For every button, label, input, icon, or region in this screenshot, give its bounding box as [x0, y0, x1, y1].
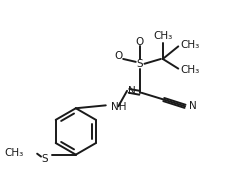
Text: N: N [188, 101, 196, 111]
Text: CH₃: CH₃ [4, 148, 24, 158]
Text: N: N [127, 86, 135, 96]
Text: S: S [136, 59, 142, 69]
Text: S: S [41, 153, 48, 163]
Text: O: O [114, 51, 122, 61]
Text: NH: NH [110, 102, 126, 112]
Text: O: O [135, 37, 143, 47]
Text: CH₃: CH₃ [179, 65, 199, 75]
Text: CH₃: CH₃ [153, 31, 172, 41]
Text: CH₃: CH₃ [179, 40, 199, 50]
